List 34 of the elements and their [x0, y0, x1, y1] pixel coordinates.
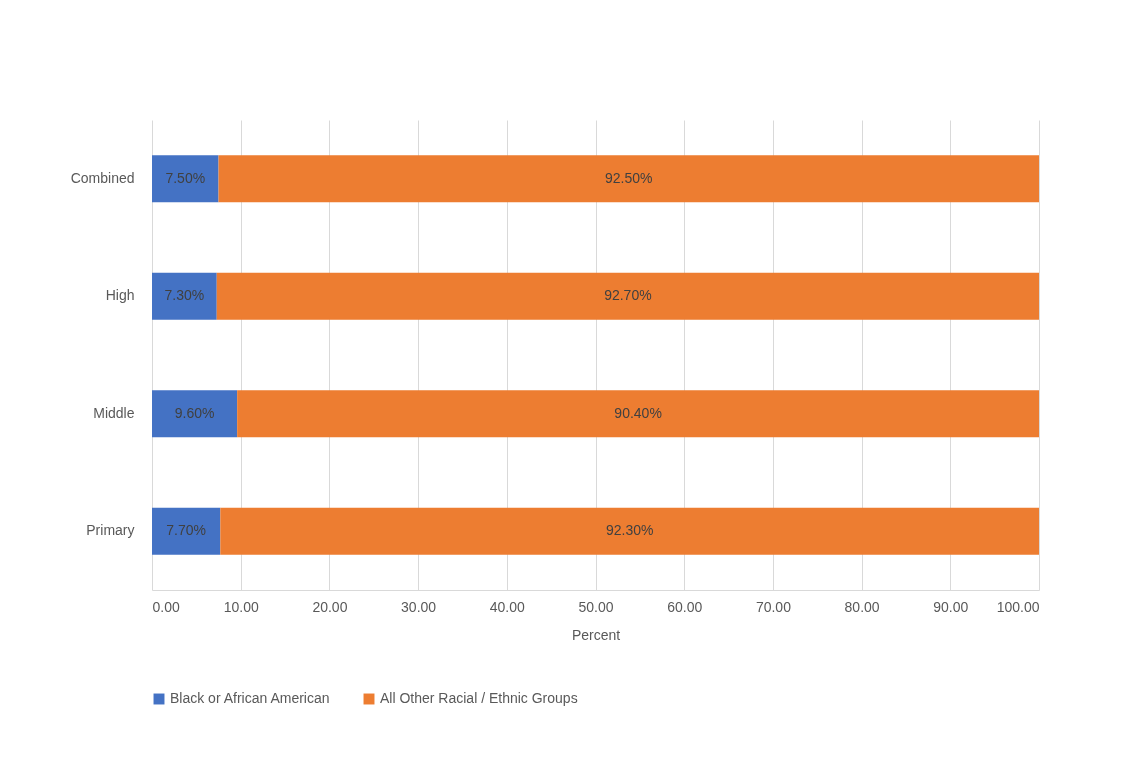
- bar: [218, 155, 1039, 203]
- bar: [152, 507, 221, 555]
- data-label: 7.30%: [164, 287, 205, 304]
- legend-label: All Other Racial / Ethnic Groups: [380, 690, 578, 706]
- data-label: 92.50%: [605, 169, 653, 186]
- x-tick-label: 80.00: [844, 598, 880, 615]
- x-tick-label: 40.00: [489, 598, 526, 615]
- x-tick-label: 10.00: [223, 598, 259, 615]
- x-tick-label: 50.00: [578, 598, 614, 615]
- y-tick-label: High: [105, 287, 135, 304]
- x-tick-label: 60.00: [667, 598, 703, 615]
- x-axis-title: Percent: [571, 626, 621, 643]
- y-tick-label: Primary: [86, 522, 135, 539]
- y-tick-label: Combined: [70, 169, 135, 186]
- data-label: 90.40%: [614, 404, 662, 421]
- bar: [152, 272, 217, 320]
- x-tick-label: 90.00: [933, 598, 969, 615]
- data-label: 92.70%: [604, 287, 652, 304]
- x-tick-label: 30.00: [401, 598, 437, 615]
- data-label: 7.70%: [166, 522, 206, 539]
- x-tick-label: 20.00: [312, 598, 348, 615]
- bar: [152, 390, 238, 438]
- data-label: 9.60%: [174, 404, 215, 421]
- bar: [216, 272, 1039, 320]
- data-label: 92.30%: [605, 522, 654, 539]
- bar: [237, 390, 1039, 438]
- legend-label: Black or African American: [170, 690, 330, 706]
- data-label: 7.50%: [165, 169, 206, 186]
- x-tick-label: 0.00: [152, 598, 180, 615]
- bar: [220, 507, 1039, 555]
- x-tick-label: 100.00: [996, 598, 1040, 615]
- x-tick-label: 70.00: [755, 598, 792, 615]
- bar: [152, 155, 219, 203]
- y-tick-label: Middle: [93, 404, 135, 421]
